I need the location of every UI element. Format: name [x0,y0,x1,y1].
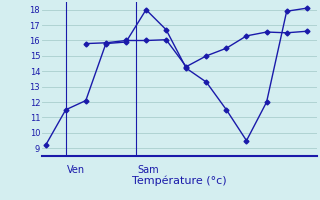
Text: Sam: Sam [137,165,159,175]
Text: Ven: Ven [67,165,85,175]
X-axis label: Température (°c): Température (°c) [132,175,227,186]
